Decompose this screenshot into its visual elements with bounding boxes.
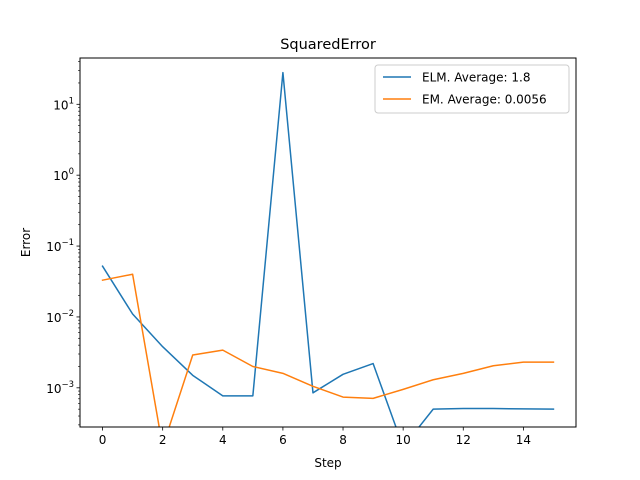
series-line-em bbox=[101, 273, 555, 427]
y-tick-label: 10−2 bbox=[46, 309, 74, 325]
x-tick-label: 2 bbox=[159, 433, 167, 447]
plot-area bbox=[101, 71, 555, 427]
y-tick-label: 101 bbox=[53, 96, 74, 112]
x-tick-label: 4 bbox=[219, 433, 227, 447]
y-axis-label: Error bbox=[19, 228, 33, 257]
x-tick-label: 0 bbox=[99, 433, 107, 447]
legend: ELM. Average: 1.8 EM. Average: 0.0056 bbox=[374, 64, 570, 114]
x-tick-label: 10 bbox=[396, 433, 411, 447]
x-tick-label: 8 bbox=[339, 433, 347, 447]
x-tick-label: 6 bbox=[279, 433, 287, 447]
axis-ticks: 0 2 4 6 8 10 12 14 10−3 10−2 10−1 100 101 bbox=[46, 61, 531, 447]
y-tick-label: 10−3 bbox=[46, 380, 74, 396]
x-tick-label: 14 bbox=[516, 433, 531, 447]
y-tick-label: 10−1 bbox=[46, 238, 74, 254]
chart-title: SquaredError bbox=[280, 37, 376, 53]
legend-label: ELM. Average: 1.8 bbox=[422, 71, 530, 85]
series-line-elm bbox=[101, 71, 555, 427]
x-axis-label: Step bbox=[314, 456, 341, 470]
axes-frame bbox=[79, 57, 577, 428]
y-tick-label: 100 bbox=[53, 167, 74, 183]
legend-box bbox=[374, 64, 570, 114]
x-tick-label: 12 bbox=[456, 433, 471, 447]
legend-label: EM. Average: 0.0056 bbox=[422, 93, 547, 107]
